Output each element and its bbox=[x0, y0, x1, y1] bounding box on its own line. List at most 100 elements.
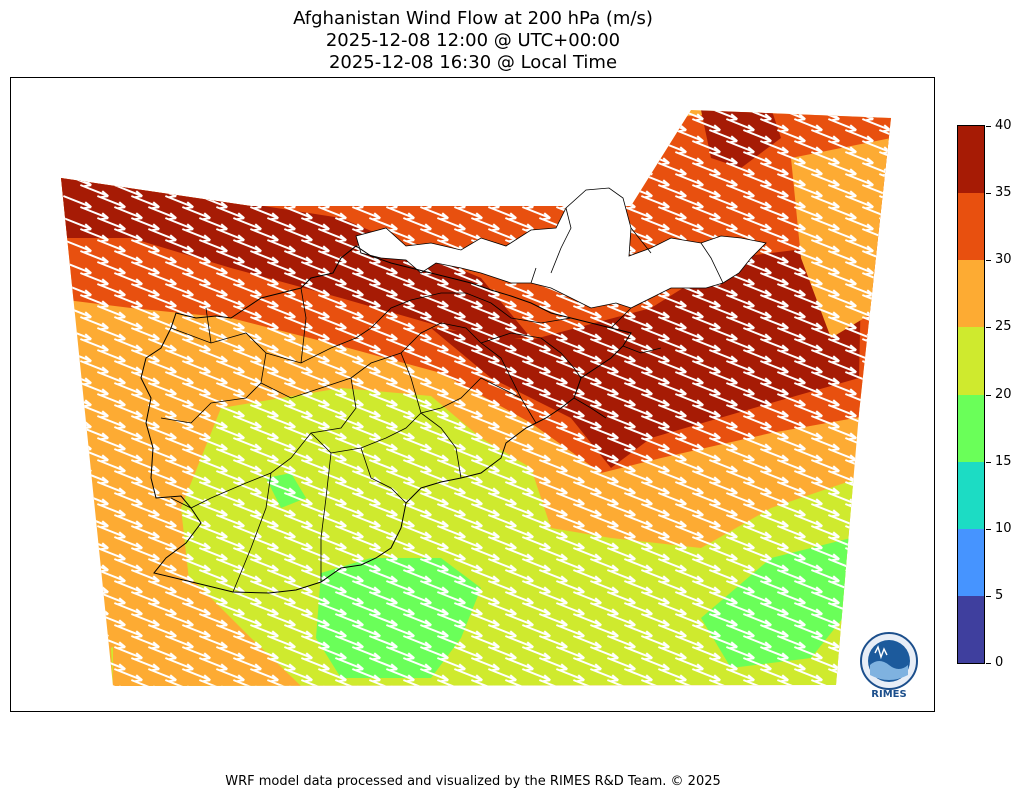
wind-arrow bbox=[930, 647, 935, 659]
wind-arrow bbox=[861, 558, 891, 573]
wind-arrow bbox=[878, 239, 891, 254]
wind-arrow bbox=[283, 206, 313, 221]
wind-arrow bbox=[436, 635, 466, 650]
wind-arrow bbox=[572, 613, 602, 628]
wind-arrow bbox=[555, 382, 585, 397]
wind-arrow bbox=[521, 338, 551, 353]
wind-arrow bbox=[896, 317, 924, 329]
wind-arrow bbox=[62, 679, 92, 686]
wind-arrow bbox=[351, 118, 381, 133]
wind-arrow bbox=[436, 327, 466, 342]
wind-arrow bbox=[538, 525, 568, 540]
chart-title: Afghanistan Wind Flow at 200 hPa (m/s) 2… bbox=[0, 8, 946, 74]
wind-arrow bbox=[930, 559, 935, 571]
wind-arrow bbox=[674, 481, 704, 496]
wind-arrow bbox=[538, 151, 568, 166]
wind-arrow bbox=[419, 206, 449, 221]
wind-arrow bbox=[674, 635, 704, 650]
wind-arrow bbox=[266, 217, 296, 232]
wind-arrow bbox=[317, 514, 347, 529]
wind-arrow bbox=[658, 691, 686, 703]
wind-arrow bbox=[96, 525, 126, 540]
wind-arrow bbox=[130, 217, 160, 232]
wind-arrow bbox=[113, 118, 143, 133]
wind-arrow bbox=[930, 691, 935, 703]
wind-arrow bbox=[300, 129, 330, 144]
colorbar-tick bbox=[986, 394, 991, 396]
wind-arrow bbox=[640, 635, 670, 650]
wind-arrow bbox=[368, 393, 398, 408]
wind-arrow bbox=[453, 316, 483, 331]
wind-arrow bbox=[453, 140, 483, 155]
wind-arrow bbox=[147, 162, 177, 177]
wind-arrow bbox=[402, 635, 432, 650]
wind-arrow bbox=[692, 691, 720, 703]
wind-arrow bbox=[504, 503, 534, 518]
wind-arrow bbox=[708, 437, 738, 452]
wind-arrow bbox=[164, 613, 194, 628]
wind-arrow bbox=[623, 668, 653, 683]
wind-arrow bbox=[113, 250, 143, 265]
wind-arrow bbox=[62, 110, 92, 122]
wind-arrow bbox=[198, 239, 228, 254]
wind-arrow bbox=[589, 426, 619, 441]
wind-arrow bbox=[674, 371, 704, 386]
wind-arrow bbox=[623, 514, 653, 529]
wind-arrow bbox=[283, 162, 313, 177]
colorbar-tick-label: 5 bbox=[995, 587, 1004, 603]
wind-arrow bbox=[572, 547, 602, 562]
wind-arrow bbox=[878, 349, 891, 364]
wind-arrow bbox=[930, 163, 935, 175]
wind-arrow bbox=[283, 646, 313, 661]
wind-arrow bbox=[215, 118, 245, 133]
wind-arrow bbox=[249, 558, 279, 573]
wind-arrow bbox=[198, 415, 228, 430]
wind-arrow bbox=[538, 129, 568, 144]
wind-arrow bbox=[215, 382, 245, 397]
wind-arrow bbox=[657, 162, 687, 177]
wind-arrow bbox=[896, 361, 924, 373]
wind-arrow bbox=[317, 140, 347, 155]
wind-arrow bbox=[487, 426, 517, 441]
wind-arrow bbox=[521, 668, 551, 683]
wind-arrow bbox=[487, 558, 517, 573]
wind-arrow bbox=[861, 118, 891, 133]
wind-arrow bbox=[742, 547, 772, 562]
wind-arrow bbox=[674, 525, 704, 540]
wind-arrow bbox=[606, 657, 636, 672]
wind-arrow bbox=[334, 283, 364, 298]
wind-arrow bbox=[930, 185, 935, 197]
wind-arrow bbox=[79, 118, 109, 133]
admin-boundaries bbox=[140, 207, 724, 594]
wind-arrow bbox=[793, 426, 823, 441]
wind-arrow bbox=[623, 580, 653, 595]
wind-arrow bbox=[436, 437, 466, 452]
wind-arrow bbox=[62, 217, 92, 232]
wind-arrow bbox=[198, 261, 228, 276]
wind-arrow bbox=[657, 558, 687, 573]
wind-arrow bbox=[776, 393, 806, 408]
wind-arrow bbox=[742, 195, 772, 210]
wind-arrow bbox=[844, 261, 874, 276]
wind-arrow bbox=[198, 657, 228, 672]
wind-arrow bbox=[657, 426, 687, 441]
wind-arrow bbox=[232, 459, 262, 474]
wind-arrow bbox=[896, 339, 924, 351]
wind-arrow bbox=[334, 415, 364, 430]
wind-arrow bbox=[861, 602, 891, 617]
wind-arrow bbox=[164, 195, 194, 210]
wind-arrow bbox=[640, 371, 670, 386]
wind-arrow bbox=[351, 426, 381, 441]
wind-arrow bbox=[827, 404, 857, 419]
wind-arrow bbox=[861, 580, 891, 595]
wind-arrow bbox=[606, 547, 636, 562]
wind-arrow bbox=[181, 580, 211, 595]
wind-arrow bbox=[80, 691, 108, 703]
wind-arrow bbox=[844, 173, 874, 188]
wind-arrow bbox=[930, 449, 935, 461]
wind-arrow bbox=[538, 547, 568, 562]
wind-arrow bbox=[930, 427, 935, 439]
wind-arrow bbox=[606, 569, 636, 584]
wind-arrow bbox=[913, 482, 935, 494]
wind-arrow bbox=[708, 327, 738, 342]
